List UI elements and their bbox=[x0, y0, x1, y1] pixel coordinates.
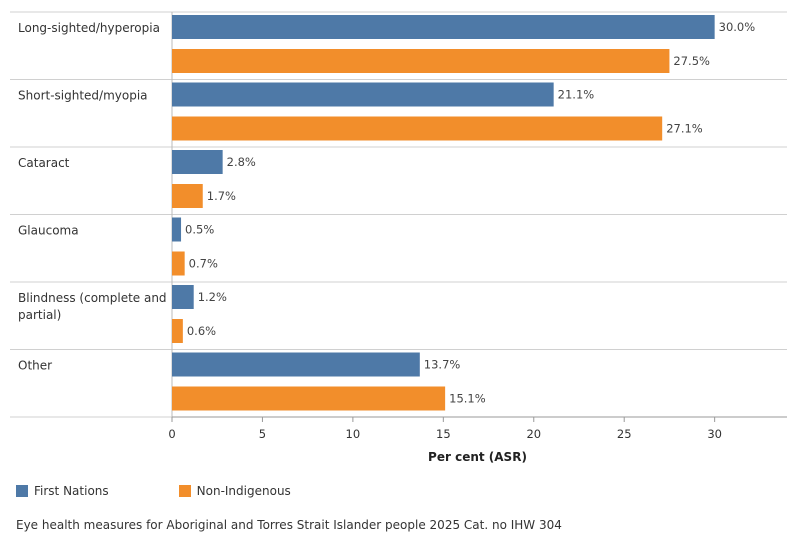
bar-first-nations bbox=[172, 150, 223, 174]
data-label-non-indigenous: 0.6% bbox=[187, 324, 216, 338]
bar-non-indigenous bbox=[172, 184, 203, 208]
data-label-first-nations: 30.0% bbox=[719, 20, 756, 34]
x-tick-label: 10 bbox=[346, 427, 361, 441]
data-label-first-nations: 13.7% bbox=[424, 358, 461, 372]
data-label-non-indigenous: 0.7% bbox=[189, 257, 218, 271]
data-label-non-indigenous: 27.5% bbox=[673, 54, 710, 68]
category-label: Cataract bbox=[18, 156, 70, 170]
data-label-non-indigenous: 1.7% bbox=[207, 189, 236, 203]
x-tick-label: 0 bbox=[168, 427, 175, 441]
legend-label-non-indigenous: Non-Indigenous bbox=[196, 484, 291, 498]
category-label: Long-sighted/hyperopia bbox=[18, 21, 160, 35]
bar-first-nations bbox=[172, 285, 194, 309]
data-label-non-indigenous: 27.1% bbox=[666, 122, 703, 136]
bar-non-indigenous bbox=[172, 319, 183, 343]
bar-first-nations bbox=[172, 352, 420, 377]
x-tick-label: 30 bbox=[707, 427, 722, 441]
bar-non-indigenous bbox=[172, 116, 663, 141]
legend-item-first-nations[interactable]: First Nations bbox=[16, 484, 109, 498]
category-label: Other bbox=[18, 359, 52, 373]
caption: Eye health measures for Aboriginal and T… bbox=[16, 518, 562, 532]
legend-swatch-non-indigenous bbox=[178, 485, 191, 497]
category-label: Short-sighted/myopia bbox=[18, 89, 148, 103]
category-label: Blindness (complete and partial) bbox=[18, 291, 167, 322]
x-tick-label: 20 bbox=[526, 427, 541, 441]
data-label-first-nations: 2.8% bbox=[227, 155, 256, 169]
bar-non-indigenous bbox=[172, 251, 185, 276]
data-label-first-nations: 0.5% bbox=[185, 223, 214, 237]
data-label-first-nations: 21.1% bbox=[558, 88, 595, 102]
legend-label-first-nations: First Nations bbox=[34, 484, 109, 498]
bar-chart: Long-sighted/hyperopia 30.0% 27.5% Short-si… bbox=[10, 11, 787, 464]
legend-item-non-indigenous[interactable]: Non-Indigenous bbox=[178, 484, 291, 498]
bar-first-nations bbox=[172, 82, 554, 107]
x-tick-label: 15 bbox=[436, 427, 451, 441]
data-label-first-nations: 1.2% bbox=[198, 290, 227, 304]
legend: First Nations Non-Indigenous bbox=[16, 484, 361, 498]
data-label-non-indigenous: 15.1% bbox=[449, 392, 486, 406]
bar-non-indigenous bbox=[172, 386, 446, 411]
bar-non-indigenous bbox=[172, 49, 670, 73]
category-label: Glaucoma bbox=[18, 224, 79, 238]
bar-first-nations bbox=[172, 217, 182, 242]
x-tick-label: 25 bbox=[617, 427, 632, 441]
x-axis-title: Per cent (ASR) bbox=[428, 450, 527, 464]
legend-swatch-first-nations bbox=[16, 485, 28, 497]
bar-first-nations bbox=[172, 15, 715, 39]
x-tick-label: 5 bbox=[259, 427, 266, 441]
